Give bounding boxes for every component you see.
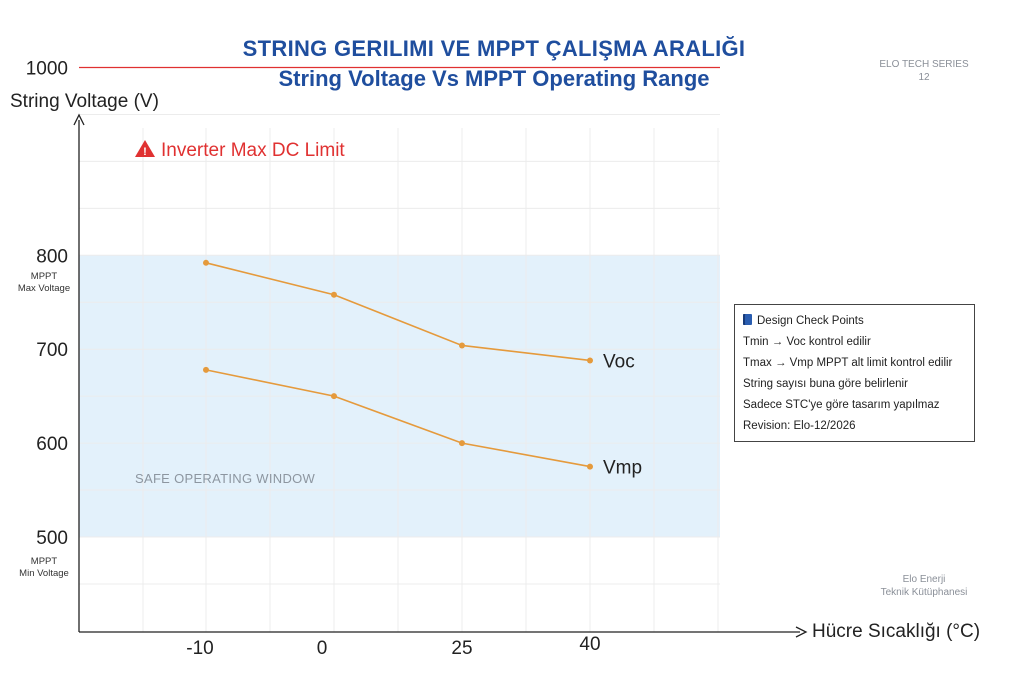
x-axis-arrow-icon [795,626,808,638]
data-point-voc [459,342,465,349]
series-line-vmp [205,369,591,468]
mppt-max-label-line2: Max Voltage [18,283,70,294]
warning-icon-mark: ! [143,146,147,158]
x-tick-label: 25 [451,638,472,659]
checkpoint-item: Sadece STC'ye göre tasarım yapılmaz [743,399,940,411]
y-tick-label: 1000 [26,59,68,80]
data-point-voc [203,259,209,266]
footer-credit-line1: Elo Enerji [902,574,946,585]
series-badge-number: 12 [918,72,930,83]
x-tick-label: 40 [579,634,600,655]
data-point-vmp [203,366,209,373]
footer-credit-line2: Teknik Kütüphanesi [880,587,968,598]
safe-window-label: SAFE OPERATING WINDOW [135,471,316,486]
mppt-min-label-line2: Min Voltage [19,568,69,579]
series-label-voc: Voc [603,351,635,372]
data-point-vmp [459,440,465,447]
inverter-limit-label: Inverter Max DC Limit [161,140,345,161]
series-badge-name: ELO TECH SERIES [879,59,969,70]
x-axis-label: Hücre Sıcaklığı (°C) [812,621,980,642]
y-tick-label: 800 [36,246,68,267]
book-icon [743,314,752,325]
data-point-vmp [331,393,337,400]
y-tick-label: 600 [36,434,68,455]
series-line-voc [205,262,591,362]
checkpoint-item: Tmin → Voc kontrol edilir [743,336,871,348]
y-axis-label: String Voltage (V) [10,91,159,112]
y-axis-arrow-icon [73,113,85,126]
checkpoint-item: Tmax → Vmp MPPT alt limit kontrol edilir [743,357,953,369]
data-point-voc [587,357,593,364]
footer-credit: Elo Enerji Teknik Kütüphanesi [860,573,988,599]
warning-icon [135,140,155,157]
checkpoints-title: Design Check Points [757,315,864,327]
y-tick-label: 700 [36,340,68,361]
series-label-vmp: Vmp [603,458,642,479]
chart-title-en: String Voltage Vs MPPT Operating Range [278,66,710,91]
mppt-min-label-line1: MPPT [31,556,58,567]
series-badge: ELO TECH SERIES 12 [860,58,988,84]
design-checkpoints-panel: Design Check Points Tmin → Voc kontrol e… [734,304,975,442]
checkpoints-header: Design Check Points [743,311,966,332]
x-tick-label: 0 [317,638,328,659]
data-point-vmp [587,463,593,470]
checkpoint-item: String sayısı buna göre belirlenir [743,378,908,390]
x-tick-label: -10 [186,638,213,659]
chart-title-tr: STRING GERILIMI VE MPPT ÇALIŞMA ARALIĞI [242,36,746,61]
checkpoint-item: Revision: Elo-12/2026 [743,420,856,432]
y-tick-label: 500 [36,528,68,549]
data-point-voc [331,291,337,298]
mppt-max-label-line1: MPPT [31,271,58,282]
